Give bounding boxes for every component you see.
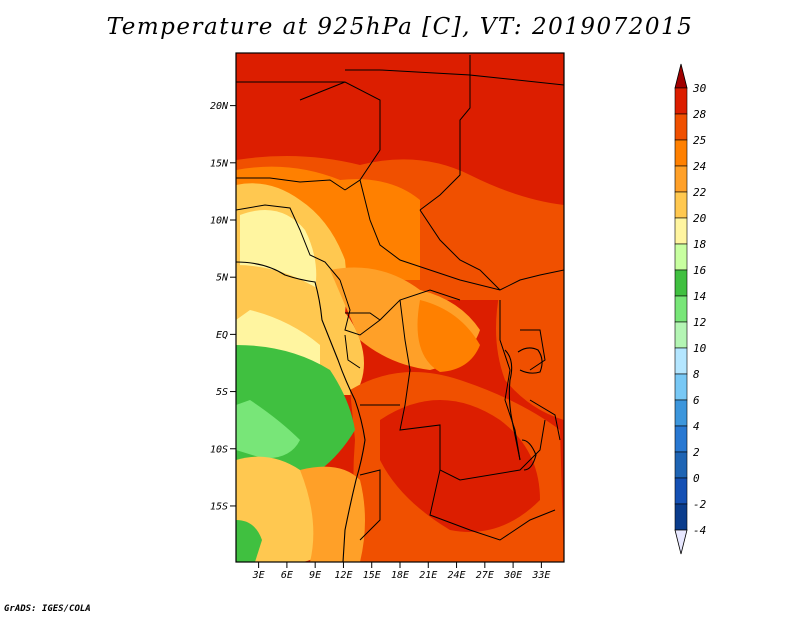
lat-tick-label: 10N bbox=[210, 215, 229, 226]
colorbar-band bbox=[674, 321, 688, 349]
colorbar-band bbox=[674, 503, 688, 531]
colorbar-band bbox=[674, 87, 688, 115]
colorbar-label: 24 bbox=[693, 160, 706, 173]
colorbar-band bbox=[674, 425, 688, 453]
colorbar-band bbox=[674, 217, 688, 245]
lon-tick-label: 3E bbox=[252, 570, 265, 581]
map-title: Temperature at 925hPa [C], VT: 201907201… bbox=[106, 14, 694, 40]
lat-tick-label: 20N bbox=[210, 101, 229, 112]
lon-tick-label: 15E bbox=[363, 570, 381, 581]
lon-tick-label: 30E bbox=[503, 570, 522, 581]
longitude-axis: 3E 6E 9E 12E 15E 18E 21E 24E 27E 30E 33E bbox=[252, 562, 550, 581]
colorbar-label: 20 bbox=[693, 212, 707, 225]
colorbar-label: 6 bbox=[693, 394, 700, 407]
colorbar-label: 12 bbox=[693, 316, 707, 329]
temperature-field bbox=[236, 53, 564, 562]
lon-tick-label: 6E bbox=[281, 570, 293, 581]
colorbar-label: 16 bbox=[693, 264, 707, 277]
colorbar-label: -2 bbox=[693, 498, 707, 511]
colorbar-label: 14 bbox=[693, 290, 706, 303]
lat-tick-label: EQ bbox=[216, 330, 228, 341]
lon-tick-label: 12E bbox=[334, 570, 352, 581]
lon-tick-label: 18E bbox=[391, 570, 409, 581]
colorbar-label: 18 bbox=[693, 238, 707, 251]
credit-text: GrADS: IGES/COLA bbox=[4, 604, 91, 614]
colorbar-label: 8 bbox=[693, 368, 700, 381]
colorbar-band bbox=[674, 113, 688, 141]
latitude-axis: 20N 15N 10N 5N EQ 5S 10S 15S bbox=[210, 101, 236, 512]
lon-tick-label: 27E bbox=[476, 570, 494, 581]
lon-tick-label: 24E bbox=[448, 570, 466, 581]
colorbar-label: 25 bbox=[693, 134, 706, 147]
lat-tick-label: 15S bbox=[210, 501, 228, 512]
colorbar-label: 22 bbox=[693, 186, 707, 199]
colorbar-band bbox=[674, 243, 688, 271]
colorbar-label: 10 bbox=[693, 342, 707, 355]
colorbar-band bbox=[674, 399, 688, 427]
colorbar-label: 30 bbox=[692, 82, 707, 95]
colorbar-label: 4 bbox=[693, 420, 700, 433]
colorbar-band bbox=[674, 477, 688, 505]
colorbar-label: 0 bbox=[693, 472, 700, 485]
lat-tick-label: 5S bbox=[216, 387, 228, 398]
colorbar-band bbox=[674, 451, 688, 479]
lat-tick-label: 5N bbox=[216, 273, 229, 284]
colorbar-band bbox=[674, 295, 688, 323]
colorbar-band bbox=[674, 373, 688, 401]
colorbar-top-arrow bbox=[674, 63, 688, 89]
lat-tick-label: 15N bbox=[210, 158, 229, 169]
colorbar-label: 28 bbox=[693, 108, 707, 121]
lat-tick-label: 10S bbox=[210, 444, 228, 455]
colorbar-band bbox=[674, 269, 688, 297]
colorbar-bottom-arrow bbox=[674, 529, 688, 555]
colorbar-band bbox=[674, 165, 688, 193]
lon-tick-label: 21E bbox=[419, 570, 437, 581]
colorbar-label: 2 bbox=[693, 446, 700, 459]
lon-tick-label: 33E bbox=[531, 570, 550, 581]
colorbar-band bbox=[674, 347, 688, 375]
colorbar-band bbox=[674, 191, 688, 219]
colorbar-label: -4 bbox=[693, 524, 706, 537]
lon-tick-label: 9E bbox=[309, 570, 321, 581]
country-borders bbox=[236, 55, 564, 541]
colorbar-band bbox=[674, 139, 688, 167]
coastlines bbox=[236, 261, 543, 562]
